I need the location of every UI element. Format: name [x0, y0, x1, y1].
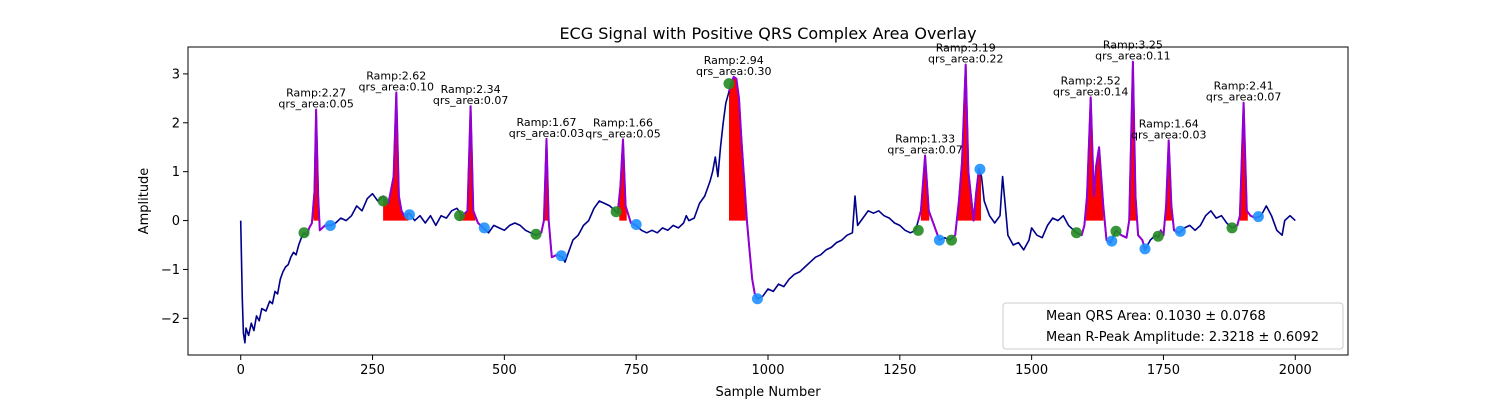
qrs-onset-marker-3 — [454, 210, 466, 222]
qrs-onset-marker-7 — [912, 224, 924, 236]
y-tick-label--2: −2 — [161, 312, 180, 327]
x-tick-label-750: 750 — [624, 363, 649, 378]
qrs-onset-marker-6 — [723, 78, 735, 90]
qrs-area-fill-2 — [383, 92, 409, 221]
qrs-offset-marker-2 — [403, 209, 415, 221]
ramp-label-4: Ramp:1.67 — [517, 116, 577, 129]
qrs-onset-marker-5 — [610, 206, 622, 218]
qrs-area-label-2: qrs_area:0.10 — [359, 80, 434, 93]
ramp-label-9: Ramp:2.52 — [1061, 74, 1121, 87]
qrs-segment-8 — [950, 63, 981, 240]
qrs-offset-marker-4 — [555, 250, 567, 262]
x-tick-label-2000: 2000 — [1279, 363, 1312, 378]
legend-box — [1002, 302, 1344, 350]
legend: Mean QRS Area: 0.1030 ± 0.0768 Mean R-Pe… — [1002, 302, 1344, 350]
qrs-onset-marker-1 — [298, 227, 310, 239]
qrs-area-label-12: qrs_area:0.07 — [1206, 91, 1281, 104]
qrs-segment-10 — [1115, 60, 1146, 251]
qrs-area-fill-6 — [729, 76, 746, 221]
ramp-label-6: Ramp:2.94 — [704, 54, 764, 67]
y-axis-label: Amplitude — [137, 168, 152, 235]
qrs-offset-marker-7 — [933, 234, 945, 246]
qrs-area-label-4: qrs_area:0.03 — [509, 127, 584, 140]
qrs-area-fill-3 — [459, 106, 476, 221]
qrs-area-label-1: qrs_area:0.05 — [278, 98, 353, 111]
y-tick-label-2: 2 — [172, 116, 180, 131]
qrs-area-label-9: qrs_area:0.14 — [1053, 85, 1128, 98]
qrs-offset-marker-3 — [478, 222, 490, 234]
qrs-onset-marker-12 — [1226, 222, 1238, 234]
qrs-offset-marker-10 — [1139, 243, 1151, 255]
ramp-label-12: Ramp:2.41 — [1214, 80, 1274, 93]
x-tick-label-500: 500 — [492, 363, 517, 378]
qrs-onset-marker-2 — [377, 195, 389, 207]
qrs-area-label-11: qrs_area:0.03 — [1131, 128, 1206, 141]
x-tick-label-250: 250 — [360, 363, 385, 378]
legend-entry-mean-qrs-area: Mean QRS Area: 0.1030 ± 0.0768 — [1046, 309, 1266, 324]
qrs-segment-4 — [535, 137, 562, 259]
qrs-area-label-7: qrs_area:0.07 — [887, 144, 962, 157]
qrs-onset-marker-4 — [530, 228, 542, 240]
qrs-area-label-10: qrs_area:0.11 — [1095, 50, 1170, 63]
x-tick-label-0: 0 — [237, 363, 245, 378]
beat-annotations: Ramp:2.27qrs_area:0.05Ramp:2.62qrs_area:… — [278, 39, 1281, 157]
x-axis-label: Sample Number — [715, 385, 821, 400]
qrs-offset-marker-5 — [630, 218, 642, 230]
legend-entry-mean-r-peak: Mean R-Peak Amplitude: 2.3218 ± 0.6092 — [1046, 330, 1319, 345]
ramp-label-11: Ramp:1.64 — [1139, 117, 1199, 130]
qrs-area-label-6: qrs_area:0.30 — [696, 65, 771, 78]
ramp-label-3: Ramp:2.34 — [441, 83, 501, 96]
qrs-offset-marker-8 — [974, 163, 986, 175]
qrs-segment-6 — [728, 75, 759, 300]
qrs-area-fill-8 — [957, 64, 981, 221]
qrs-onset-marker-10 — [1110, 225, 1122, 237]
qrs-area-label-8: qrs_area:0.22 — [928, 53, 1003, 66]
y-axis-ticks: −2 −1 0 1 2 3 — [161, 67, 188, 327]
x-tick-label-1500: 1500 — [1015, 363, 1048, 378]
x-tick-label-1000: 1000 — [751, 363, 784, 378]
ramp-label-2: Ramp:2.62 — [366, 69, 426, 82]
qrs-area-fill-7 — [920, 155, 930, 221]
qrs-segment-9 — [1076, 96, 1113, 244]
qrs-area-label-3: qrs_area:0.07 — [433, 94, 508, 107]
chart-title: ECG Signal with Positive QRS Complex Are… — [559, 24, 976, 43]
x-tick-label-1750: 1750 — [1147, 363, 1180, 378]
qrs-onset-marker-11 — [1152, 230, 1164, 242]
y-tick-label-0: 0 — [172, 214, 180, 229]
qrs-onset-marker-8 — [945, 234, 957, 246]
beat-markers — [298, 78, 1264, 305]
x-axis-ticks: 0 250 500 750 1000 1250 1500 1750 2000 — [237, 355, 1312, 378]
ramp-label-1: Ramp:2.27 — [286, 87, 346, 100]
ramp-label-8: Ramp:3.19 — [936, 42, 996, 55]
ramp-label-5: Ramp:1.66 — [593, 116, 653, 129]
qrs-offset-marker-12 — [1252, 211, 1264, 223]
qrs-offset-marker-9 — [1106, 235, 1118, 247]
y-tick-label-3: 3 — [172, 67, 180, 82]
y-tick-label--1: −1 — [161, 263, 180, 278]
qrs-segment-2 — [382, 91, 410, 217]
y-tick-label-1: 1 — [172, 165, 180, 180]
qrs-segment-7 — [917, 154, 941, 241]
qrs-offset-marker-6 — [751, 293, 763, 305]
ramp-label-10: Ramp:3.25 — [1103, 39, 1163, 52]
qrs-area-label-5: qrs_area:0.05 — [585, 127, 660, 140]
qrs-offset-marker-1 — [324, 219, 336, 231]
x-tick-label-1250: 1250 — [883, 363, 916, 378]
qrs-onset-marker-9 — [1070, 227, 1082, 239]
qrs-offset-marker-11 — [1174, 225, 1186, 237]
ramp-label-7: Ramp:1.33 — [895, 133, 955, 146]
